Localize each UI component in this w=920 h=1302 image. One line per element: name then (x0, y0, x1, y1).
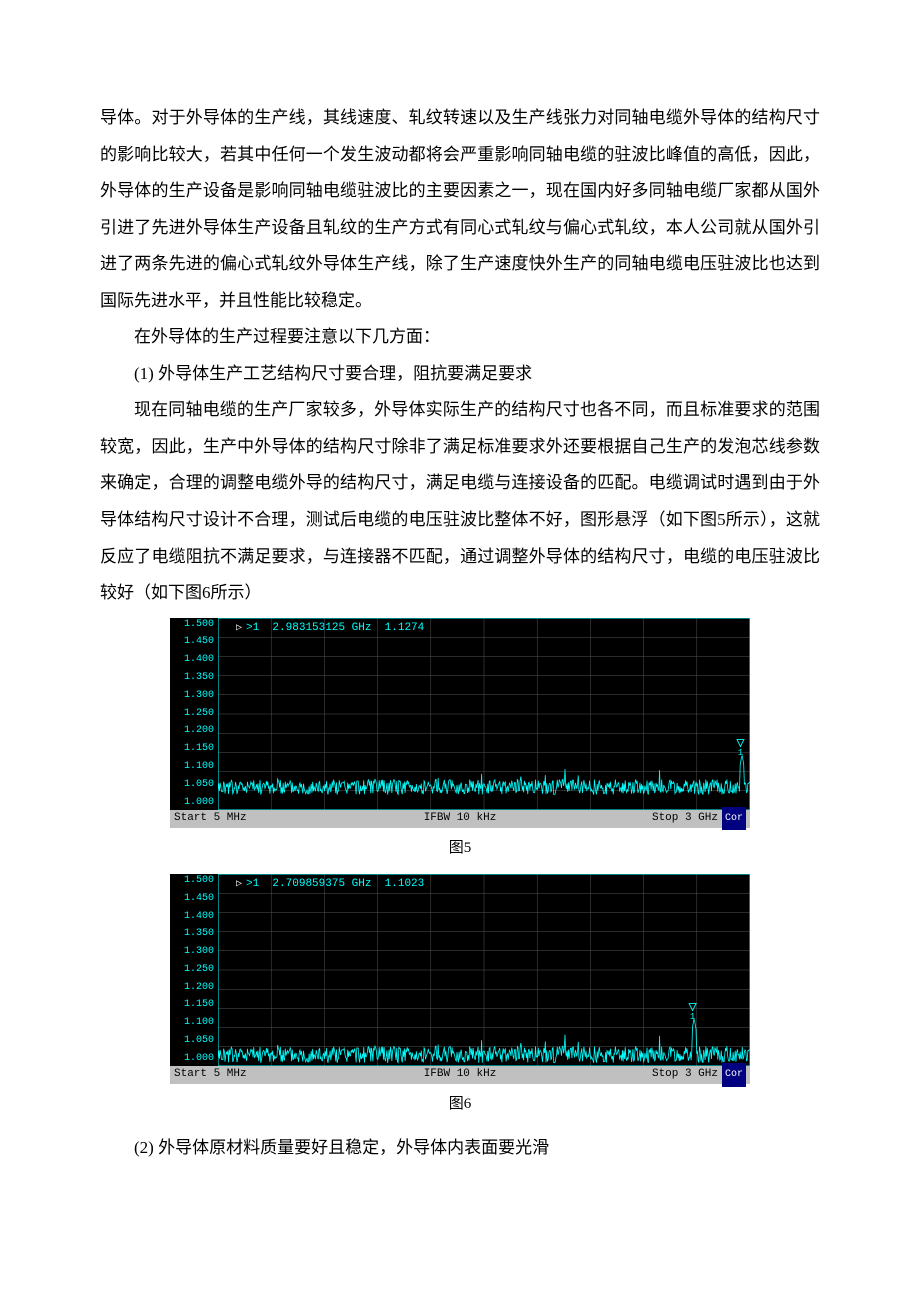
figure-5: 1.500 1.450 1.400 1.350 1.300 1.250 1.200 1.150… (170, 618, 750, 828)
chart6-cor-badge: Cor (722, 1063, 746, 1087)
list-item-1: (1) 外导体生产工艺结构尺寸要合理，阻抗要满足要求 (100, 356, 820, 393)
chart5-plot-area: ▷>1 2.983153125 GHz 1.1274 ▽1 (218, 618, 750, 810)
chart5-marker-symbol: ▽1 (736, 737, 744, 758)
y-tick-label: 1.200 (170, 983, 218, 993)
y-tick-label: 1.150 (170, 744, 218, 754)
y-tick-label: 1.300 (170, 691, 218, 701)
y-tick-label: 1.500 (170, 876, 218, 886)
chart6-start-freq: Start 5 MHz (174, 1063, 247, 1087)
chart6-marker-readout: ▷>1 2.709859375 GHz 1.1023 (236, 879, 424, 890)
y-tick-label: 1.350 (170, 673, 218, 683)
vswr-chart-5: 1.500 1.450 1.400 1.350 1.300 1.250 1.200 1.150… (170, 618, 750, 828)
chart5-marker-readout: ▷>1 2.983153125 GHz 1.1274 (236, 623, 424, 634)
y-tick-label: 1.450 (170, 894, 218, 904)
y-tick-label: 1.050 (170, 1036, 218, 1046)
y-tick-label: 1.450 (170, 637, 218, 647)
y-tick-label: 1.100 (170, 762, 218, 772)
y-tick-label: 1.500 (170, 620, 218, 630)
y-tick-label: 1.200 (170, 726, 218, 736)
figure-6: 1.500 1.450 1.400 1.350 1.300 1.250 1.200 1.150… (170, 874, 750, 1084)
chart5-footer: Start 5 MHz IFBW 10 kHz Stop 3 GHz Cor (170, 810, 750, 828)
chart5-svg (218, 618, 750, 810)
chart5-start-freq: Start 5 MHz (174, 807, 247, 831)
y-tick-label: 1.050 (170, 780, 218, 790)
document-page: 导体。对于外导体的生产线，其线速度、轧纹转速以及生产线张力对同轴电缆外导体的结构… (0, 0, 920, 1227)
paragraph-2: 在外导体的生产过程要注意以下几方面： (100, 319, 820, 356)
y-tick-label: 1.150 (170, 1000, 218, 1010)
y-tick-label: 1.250 (170, 709, 218, 719)
y-tick-label: 1.400 (170, 655, 218, 665)
figure-5-caption: 图5 (100, 832, 820, 864)
vswr-chart-6: 1.500 1.450 1.400 1.350 1.300 1.250 1.200 1.150… (170, 874, 750, 1084)
y-tick-label: 1.300 (170, 947, 218, 957)
figure-6-caption: 图6 (100, 1088, 820, 1120)
list-item-2: (2) 外导体原材料质量要好且稳定，外导体内表面要光滑 (100, 1130, 820, 1167)
chart6-marker-text: >1 2.709859375 GHz 1.1023 (246, 878, 424, 890)
chart6-y-axis: 1.500 1.450 1.400 1.350 1.300 1.250 1.200 1.150… (170, 874, 218, 1066)
chart5-marker-text: >1 2.983153125 GHz 1.1274 (246, 622, 424, 634)
chart5-y-axis: 1.500 1.450 1.400 1.350 1.300 1.250 1.200 1.150… (170, 618, 218, 810)
y-tick-label: 1.400 (170, 912, 218, 922)
y-tick-label: 1.250 (170, 965, 218, 975)
chart6-plot-area: ▷>1 2.709859375 GHz 1.1023 ▽1 (218, 874, 750, 1066)
chart6-svg (218, 874, 750, 1066)
chart6-marker-symbol: ▽1 (688, 1001, 696, 1022)
chart5-cor-badge: Cor (722, 807, 746, 831)
chart5-ifbw: IFBW 10 kHz (424, 807, 497, 831)
paragraph-4: 现在同轴电缆的生产厂家较多，外导体实际生产的结构尺寸也各不同，而且标准要求的范围… (100, 392, 820, 611)
y-tick-label: 1.100 (170, 1018, 218, 1028)
chart6-ifbw: IFBW 10 kHz (424, 1063, 497, 1087)
chart5-stop-freq: Stop 3 GHz (652, 807, 718, 831)
chart6-footer: Start 5 MHz IFBW 10 kHz Stop 3 GHz Cor (170, 1066, 750, 1084)
y-tick-label: 1.350 (170, 929, 218, 939)
paragraph-1: 导体。对于外导体的生产线，其线速度、轧纹转速以及生产线张力对同轴电缆外导体的结构… (100, 100, 820, 319)
chart6-stop-freq: Stop 3 GHz (652, 1063, 718, 1087)
